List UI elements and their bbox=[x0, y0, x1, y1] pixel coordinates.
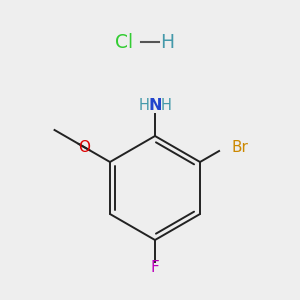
Text: N: N bbox=[148, 98, 162, 113]
Text: F: F bbox=[151, 260, 159, 275]
Text: H: H bbox=[160, 32, 174, 52]
Text: Cl: Cl bbox=[115, 32, 133, 52]
Text: Br: Br bbox=[231, 140, 248, 154]
Text: O: O bbox=[78, 140, 90, 154]
Text: H: H bbox=[160, 98, 171, 113]
Text: H: H bbox=[139, 98, 149, 113]
